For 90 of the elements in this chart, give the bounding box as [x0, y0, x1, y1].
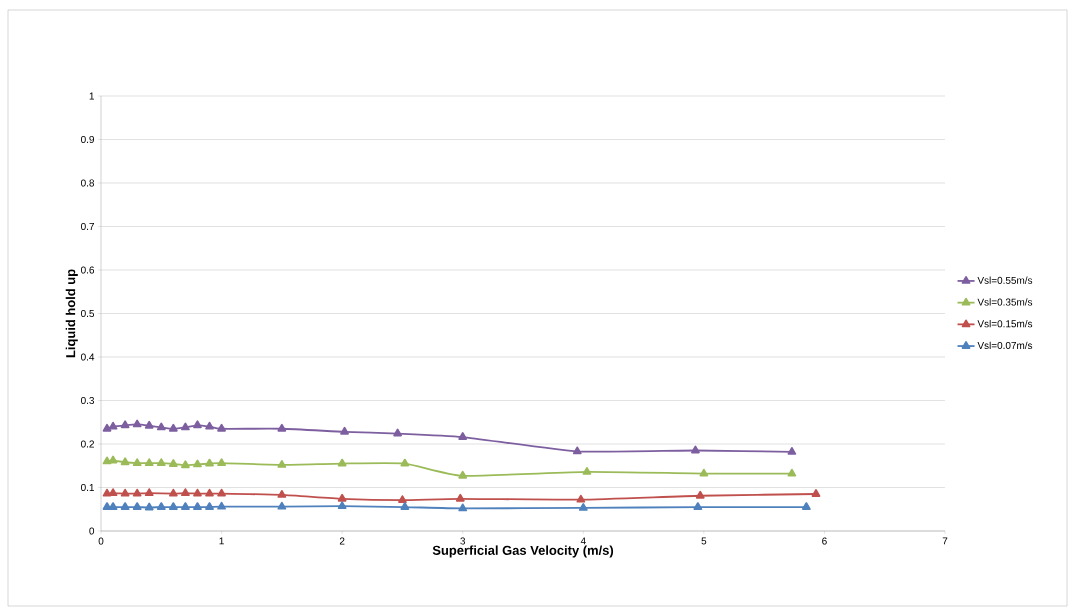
point — [108, 421, 118, 430]
point — [120, 502, 130, 510]
y-tick-label: 0 — [89, 527, 95, 535]
x-axis-title: Superficial Gas Velocity (m/s) — [432, 545, 614, 558]
y-axis-title: Liquid hold up — [65, 269, 78, 358]
y-tick-label: 0.7 — [81, 222, 94, 231]
point — [205, 421, 214, 430]
point — [400, 502, 410, 510]
point — [132, 488, 142, 497]
point — [217, 458, 226, 467]
point — [132, 502, 142, 510]
point — [277, 501, 287, 510]
x-tick-label: 5 — [701, 537, 707, 545]
point — [181, 460, 190, 469]
y-tick-label: 0.5 — [81, 309, 95, 318]
y-tick-label: 0.6 — [81, 266, 95, 274]
x-tick-label: 6 — [822, 537, 827, 545]
point — [144, 488, 154, 497]
point — [168, 459, 178, 467]
point — [277, 489, 287, 498]
point — [205, 502, 214, 510]
point — [458, 470, 468, 479]
y-tick-label: 0.8 — [81, 179, 95, 187]
point — [120, 488, 130, 497]
point — [398, 495, 407, 504]
point — [393, 428, 402, 437]
point — [168, 488, 178, 497]
point — [181, 488, 190, 497]
point — [181, 502, 190, 510]
legend-label: Vsl=0.35m/s — [977, 298, 1033, 306]
point — [340, 426, 349, 435]
point — [787, 468, 797, 477]
point — [217, 423, 226, 432]
point — [693, 502, 703, 510]
point — [168, 423, 178, 432]
point — [576, 494, 586, 503]
x-tick-label: 0 — [98, 537, 104, 545]
point — [811, 489, 821, 497]
point — [572, 446, 582, 455]
point — [400, 458, 410, 467]
point — [193, 420, 202, 429]
point — [193, 502, 202, 510]
point — [578, 503, 588, 511]
y-tick-label: 1 — [89, 92, 94, 100]
point — [277, 423, 287, 432]
y-tick-label: 0.1 — [81, 483, 94, 492]
point — [193, 459, 202, 468]
point — [699, 468, 709, 477]
point — [787, 446, 797, 455]
legend-label: Vsl=0.15m/s — [977, 319, 1033, 328]
point — [801, 502, 811, 510]
y-tick-label: 0.3 — [81, 396, 95, 405]
point — [120, 420, 130, 429]
point — [181, 422, 190, 431]
legend-label: Vsl=0.55m/s — [977, 276, 1033, 284]
point — [582, 466, 592, 475]
point — [691, 445, 700, 454]
point — [337, 501, 347, 510]
point — [132, 419, 142, 428]
point — [205, 488, 214, 497]
point — [695, 490, 705, 499]
x-tick-label: 2 — [339, 537, 345, 545]
point — [337, 493, 347, 502]
point — [277, 459, 287, 468]
y-tick-label: 0.9 — [81, 135, 95, 144]
point — [156, 458, 166, 467]
point — [455, 493, 465, 502]
point — [217, 501, 226, 510]
point — [102, 423, 112, 432]
point — [120, 457, 130, 466]
point — [144, 502, 154, 511]
point — [458, 432, 468, 440]
point — [156, 502, 166, 510]
point — [337, 458, 347, 467]
point — [168, 502, 178, 510]
point — [217, 488, 226, 497]
legend-label: Vsl=0.07m/s — [977, 341, 1033, 349]
x-tick-label: 1 — [219, 537, 224, 545]
x-tick-label: 4 — [580, 537, 586, 545]
y-tick-label: 0.2 — [81, 440, 94, 448]
point — [458, 503, 468, 512]
point — [132, 458, 142, 467]
point — [156, 422, 166, 431]
point — [144, 420, 154, 429]
x-tick-label: 3 — [460, 537, 466, 545]
point — [205, 458, 214, 467]
x-tick-label: 7 — [942, 537, 948, 545]
y-tick-label: 0.4 — [81, 353, 95, 361]
point — [144, 458, 154, 467]
point — [193, 488, 202, 497]
